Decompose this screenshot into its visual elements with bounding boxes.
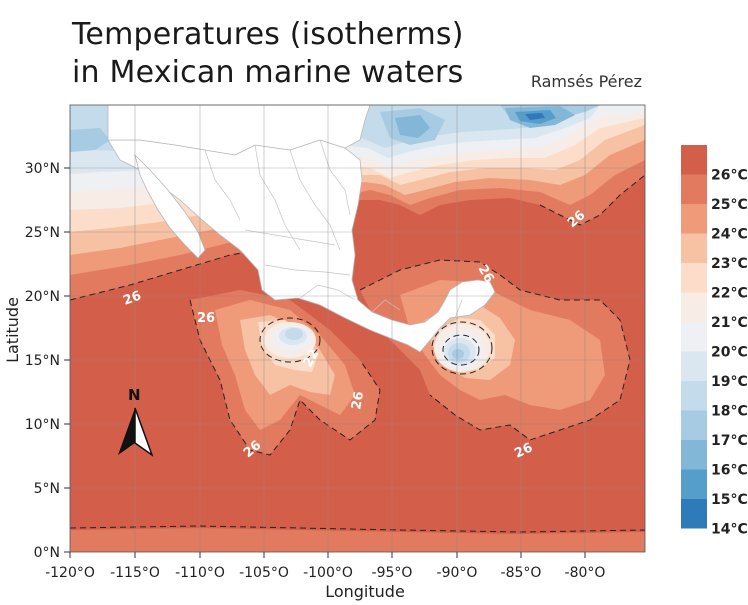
legend-label: 24°C <box>711 227 748 243</box>
pacific-cold-spot-18 <box>285 328 303 340</box>
isotherm-20-gulf <box>442 334 480 366</box>
legend-label: 22°C <box>711 286 748 302</box>
north-arrow-left <box>118 408 135 455</box>
legend-swatch <box>681 292 707 322</box>
legend-label: 20°C <box>711 345 748 361</box>
isotherm-patch-17-west <box>70 128 110 152</box>
contour-label: 26 <box>512 440 535 461</box>
isotherm-patch-16-west <box>395 115 430 138</box>
x-tick-label: -80°O <box>565 565 606 581</box>
x-axis-title: Longitude <box>325 582 405 601</box>
title-line-2: in Mexican marine waters <box>72 55 464 90</box>
legend-swatch <box>681 381 707 411</box>
bottom-band-25 <box>70 528 645 552</box>
legend-label: 15°C <box>711 492 748 508</box>
north-arrow-right <box>134 407 154 457</box>
isotherm-26-north <box>70 229 331 301</box>
isotherm-26-northeast <box>539 174 645 226</box>
legend-swatch <box>681 233 707 263</box>
legend-swatch <box>681 263 707 293</box>
y-tick-label: 20°N <box>25 289 60 305</box>
author-credit: Ramsés Pérez <box>530 72 642 91</box>
x-tick-label: -95°O <box>372 565 413 581</box>
legend-label: 18°C <box>711 404 748 420</box>
contour-label: 26 <box>349 390 367 410</box>
legend-label: 17°C <box>711 433 748 449</box>
contour-label: 26 <box>197 311 215 326</box>
us-southwest <box>107 104 371 156</box>
x-tick-label: -85°O <box>501 565 542 581</box>
land-masses <box>107 104 496 353</box>
legend-swatch <box>681 351 707 381</box>
y-tick-label: 0°N <box>34 545 60 561</box>
north-arrow-label: N <box>128 386 141 404</box>
y-tick-label: 25°N <box>25 225 60 241</box>
gulf-cold-spot-17 <box>452 349 464 359</box>
legend-label: 23°C <box>711 256 748 272</box>
map-title: Temperatures (isotherms) in Mexican mari… <box>72 16 464 92</box>
x-tick-label: -120°O <box>45 565 95 581</box>
isotherm-26-south <box>70 525 645 533</box>
x-tick-label: -115°O <box>110 565 160 581</box>
x-tick-label: -110°O <box>175 565 225 581</box>
y-axis-title: Latitude <box>3 297 22 363</box>
x-tick-label: -105°O <box>239 565 289 581</box>
x-tick-label: -90°O <box>437 565 478 581</box>
x-tick-label: -100°O <box>303 565 353 581</box>
state-borders <box>204 139 463 329</box>
isotherm-22-gulf <box>431 321 493 375</box>
map-panel-border <box>69 104 646 553</box>
legend-label: 25°C <box>711 197 748 213</box>
mexico-land <box>107 139 496 353</box>
graticule <box>70 105 645 552</box>
legend-swatch <box>681 440 707 470</box>
legend-swatch <box>681 469 707 499</box>
legend-swatch <box>681 322 707 352</box>
legend-label: 14°C <box>711 522 748 538</box>
isotherm-26-gulf <box>359 259 631 441</box>
legend-swatch <box>681 174 707 204</box>
contour-label: 26 <box>121 288 143 308</box>
title-line-1: Temperatures (isotherms) <box>72 17 464 52</box>
legend-label: 26°C <box>711 168 748 184</box>
y-axis: 0°N 5°N 10°N 15°N 20°N 25°N 30°N Latitud… <box>3 161 70 561</box>
y-tick-label: 5°N <box>34 481 60 497</box>
isotherm-22-pacific <box>259 317 321 363</box>
y-tick-label: 10°N <box>25 417 60 433</box>
isotherm-patch-14 <box>525 113 545 120</box>
isotherm-lines <box>70 174 645 533</box>
legend-swatch <box>681 204 707 234</box>
legend-swatch <box>681 410 707 440</box>
temperature-legend: 26°C 25°C 24°C 23°C 22°C 21°C 20°C 19°C 18°C 17°C… <box>681 145 748 538</box>
x-axis: -120°O -115°O -110°O -105°O -100°O -95°O… <box>45 552 605 601</box>
legend-label: 21°C <box>711 315 748 331</box>
y-tick-label: 15°N <box>25 353 60 369</box>
y-tick-label: 30°N <box>25 161 60 177</box>
legend-swatch <box>681 499 707 529</box>
legend-label: 16°C <box>711 463 748 479</box>
north-arrow: N <box>118 386 154 457</box>
isotherm-26-pacific <box>189 299 381 456</box>
legend-swatch <box>681 145 707 175</box>
legend-label: 19°C <box>711 374 748 390</box>
